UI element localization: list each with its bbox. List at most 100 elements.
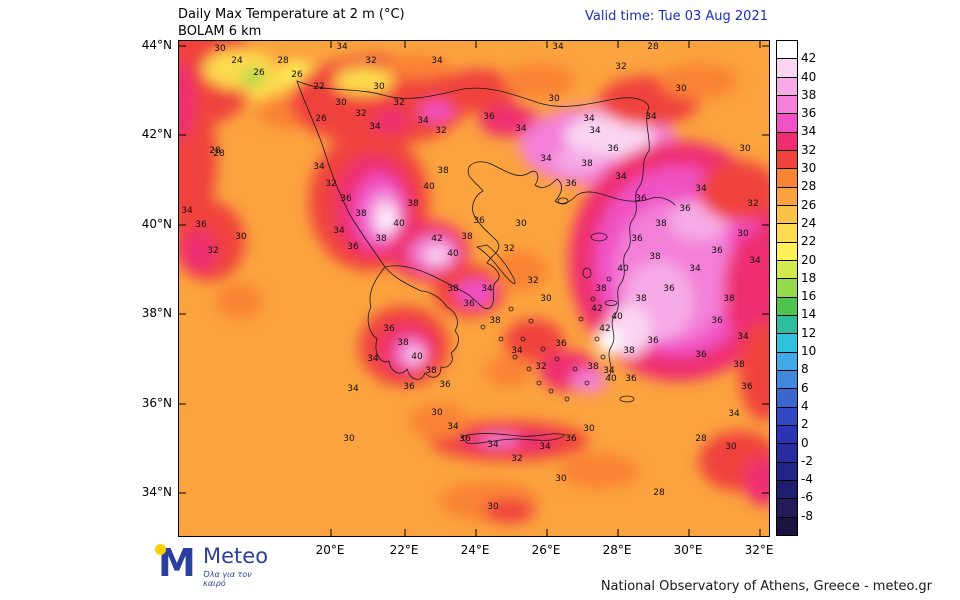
lon-tick-label: 26°E (531, 543, 561, 557)
svg-text:40: 40 (611, 312, 623, 322)
colorbar-cell (777, 241, 797, 260)
svg-text:34: 34 (540, 154, 552, 164)
colorbar-cell (777, 259, 797, 279)
svg-text:36: 36 (679, 204, 691, 214)
svg-text:40: 40 (617, 264, 629, 274)
svg-text:30: 30 (343, 434, 355, 444)
svg-text:36: 36 (647, 336, 659, 346)
colorbar-tick-label: 16 (801, 289, 817, 304)
svg-text:34: 34 (487, 440, 499, 450)
temperature-value-labels: 3024262826223432303434322830342630323432… (181, 42, 761, 512)
colorbar-cell (777, 369, 797, 389)
colorbar-tick-label: 28 (801, 179, 817, 194)
svg-text:34: 34 (417, 116, 429, 126)
svg-text:30: 30 (515, 219, 527, 229)
svg-text:34: 34 (552, 42, 564, 52)
svg-text:36: 36 (473, 216, 485, 226)
colorbar-tick-label: 12 (801, 325, 817, 340)
svg-text:36: 36 (635, 194, 647, 204)
lon-tick-label: 32°E (744, 543, 774, 557)
svg-text:38: 38 (595, 284, 607, 294)
logo-tagline: Όλα για τον καιρό (203, 570, 252, 588)
svg-text:38: 38 (733, 360, 745, 370)
svg-text:34: 34 (313, 162, 325, 172)
svg-text:32: 32 (615, 62, 626, 72)
svg-text:32: 32 (365, 56, 376, 66)
svg-text:38: 38 (375, 234, 387, 244)
colorbar-cell (777, 351, 797, 370)
valid-time: Valid time: Tue 03 Aug 2021 (585, 9, 768, 24)
svg-text:36: 36 (195, 220, 207, 230)
svg-text:36: 36 (483, 112, 495, 122)
lon-tick-label: 28°E (602, 543, 632, 557)
colorbar-cell (777, 388, 797, 407)
svg-text:34: 34 (347, 384, 359, 394)
chart-title: Daily Max Temperature at 2 m (°C) BOLAM … (178, 6, 405, 40)
svg-text:32: 32 (503, 244, 514, 254)
svg-text:34: 34 (447, 422, 459, 432)
svg-text:30: 30 (675, 84, 687, 94)
svg-text:38: 38 (437, 166, 449, 176)
svg-text:30: 30 (214, 44, 226, 54)
svg-text:42: 42 (431, 234, 442, 244)
svg-text:34: 34 (431, 56, 443, 66)
svg-text:40: 40 (447, 249, 459, 259)
colorbar-cell (777, 479, 797, 499)
svg-text:30: 30 (431, 408, 443, 418)
colorbar-tick-label: 22 (801, 234, 817, 249)
svg-text:26: 26 (291, 70, 303, 80)
colorbar-cell (777, 76, 797, 95)
lon-tick-label: 20°E (315, 543, 345, 557)
svg-text:32: 32 (535, 362, 546, 372)
colorbar-tick-label: 6 (801, 380, 809, 395)
map-canvas: 3024262826223432303434322830342630323432… (179, 41, 769, 536)
svg-text:28: 28 (647, 42, 659, 52)
svg-text:36: 36 (565, 434, 577, 444)
colorbar-cell (777, 314, 797, 334)
colorbar-tick-label: -2 (801, 453, 813, 468)
svg-text:34: 34 (589, 126, 601, 136)
colorbar-cell (777, 498, 797, 517)
colorbar-tick-label: 34 (801, 124, 817, 139)
svg-text:36: 36 (741, 382, 753, 392)
colorbar-cell (777, 333, 797, 352)
svg-text:30: 30 (335, 98, 347, 108)
lat-tick-label: 38°N (141, 306, 172, 320)
svg-text:40: 40 (393, 219, 405, 229)
svg-text:38: 38 (623, 346, 635, 356)
colorbar-tick-label: 4 (801, 398, 809, 413)
svg-text:38: 38 (447, 284, 459, 294)
svg-text:38: 38 (397, 338, 409, 348)
colorbar-tick-label: 42 (801, 51, 817, 66)
colorbar-tick-label: 38 (801, 87, 817, 102)
colorbar-tick-label: 2 (801, 417, 809, 432)
svg-text:34: 34 (749, 256, 761, 266)
svg-text:32: 32 (393, 98, 404, 108)
svg-text:26: 26 (253, 68, 265, 78)
title-line-1: Daily Max Temperature at 2 m (°C) (178, 7, 405, 22)
svg-text:36: 36 (340, 194, 352, 204)
colorbar-tick-label: -4 (801, 472, 813, 487)
svg-text:32: 32 (435, 126, 446, 136)
svg-text:34: 34 (333, 226, 345, 236)
svg-text:42: 42 (599, 324, 610, 334)
colorbar-cell (777, 443, 797, 462)
svg-text:36: 36 (555, 339, 567, 349)
logo-sun-dot-icon (155, 544, 166, 555)
svg-text:26: 26 (315, 114, 327, 124)
svg-text:24: 24 (231, 56, 243, 66)
colorbar-tick-label: 36 (801, 106, 817, 121)
svg-text:38: 38 (635, 294, 647, 304)
svg-text:36: 36 (631, 234, 643, 244)
lat-tick-label: 40°N (141, 217, 172, 231)
svg-text:36: 36 (565, 179, 577, 189)
colorbar-tick-label: 32 (801, 142, 817, 157)
axis-ticks (179, 41, 769, 536)
svg-text:34: 34 (737, 332, 749, 342)
lat-tick-label: 34°N (141, 485, 172, 499)
svg-text:30: 30 (548, 94, 560, 104)
svg-text:36: 36 (607, 144, 619, 154)
colorbar-tick-label: 8 (801, 362, 809, 377)
svg-text:28: 28 (277, 56, 289, 66)
